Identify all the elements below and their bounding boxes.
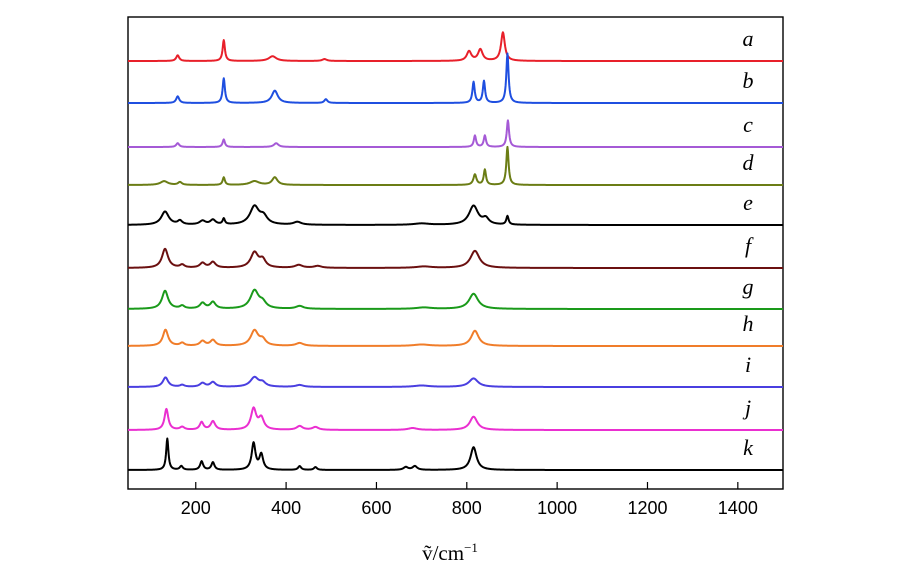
series-line-f: [127, 247, 784, 269]
x-tick-label: 1200: [627, 498, 667, 518]
series-line-h: [127, 328, 784, 347]
series-line-d: [127, 145, 784, 186]
series-label-f: f: [745, 233, 754, 258]
series-line-k: [127, 437, 784, 471]
series-label-d: d: [743, 150, 755, 175]
series-label-j: j: [742, 395, 751, 420]
series-line-c: [127, 119, 784, 148]
series-line-j: [127, 406, 784, 431]
series-line-e: [127, 204, 784, 226]
x-tick-label: 1400: [718, 498, 758, 518]
x-axis-title-unit: /cm: [432, 541, 465, 565]
series-label-e: e: [743, 190, 753, 215]
series-label-g: g: [743, 274, 754, 299]
series-label-b: b: [743, 68, 754, 93]
series-label-a: a: [743, 26, 754, 51]
x-tick-label: 400: [271, 498, 301, 518]
x-axis-title: ṽ/cm−1: [0, 540, 900, 566]
x-tick-label: 200: [181, 498, 211, 518]
x-axis-ticks: 200 400 600 800 1000 1200 1400: [181, 482, 758, 518]
x-tick-label: 600: [361, 498, 391, 518]
plot-frame: [127, 16, 784, 490]
series-line-b: [127, 52, 784, 104]
x-axis-title-symbol: ṽ: [422, 541, 433, 565]
series-label-c: c: [743, 112, 753, 137]
series-label-h: h: [743, 311, 754, 336]
x-axis-title-exponent: −1: [464, 540, 478, 555]
series-label-i: i: [745, 352, 751, 377]
series-line-i: [127, 375, 784, 388]
x-tick-label: 1000: [537, 498, 577, 518]
series-line-a: [127, 31, 784, 62]
x-tick-label: 800: [452, 498, 482, 518]
series-label-k: k: [743, 435, 754, 460]
series-layer: [127, 31, 784, 471]
series-line-g: [127, 288, 784, 310]
